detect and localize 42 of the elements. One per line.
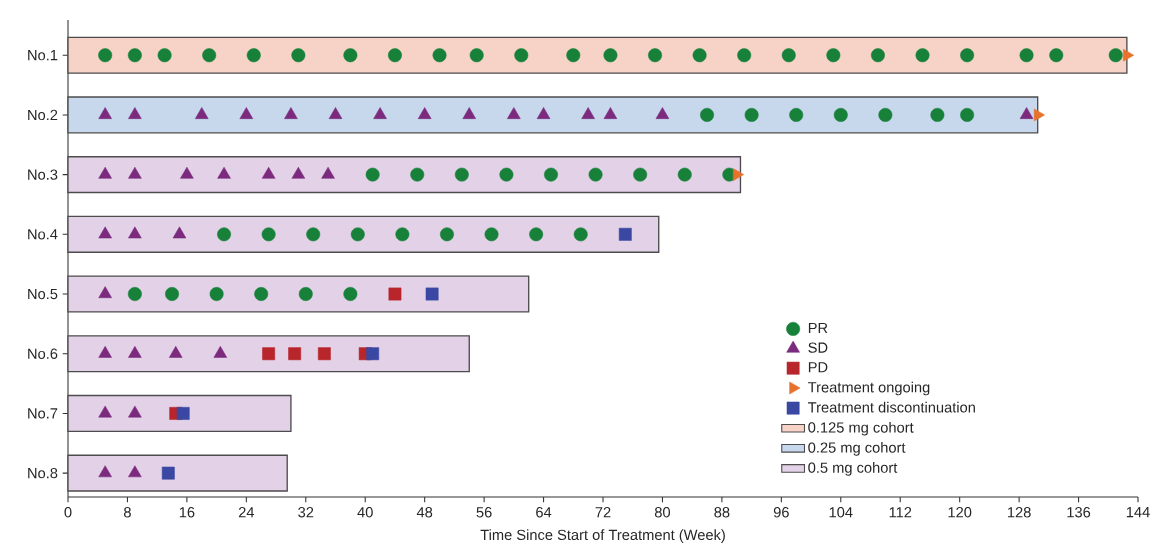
legend-label: Treatment discontinuation	[808, 401, 975, 413]
x-tick-label: 104	[829, 507, 853, 518]
x-tick-label: 40	[357, 507, 373, 518]
bar	[67, 275, 530, 313]
bar	[67, 96, 1039, 134]
x-axis-title: Time Since Start of Treatment (Week)	[480, 529, 725, 543]
legend-label: SD	[808, 342, 828, 353]
x-tick-label: 96	[773, 507, 789, 518]
bar	[67, 454, 288, 492]
x-tick-label: 64	[536, 507, 552, 518]
y-tick-label: No.6	[28, 348, 58, 359]
x-tick-label: 16	[179, 507, 195, 518]
legend-label: Treatment ongoing	[808, 381, 930, 396]
x-tick-label: 8	[124, 507, 131, 518]
x-tick-label: 24	[238, 507, 255, 518]
legend-label: 0.25 mg cohort	[808, 441, 906, 456]
y-tick-label: No.5	[28, 288, 58, 300]
x-tick-label: 0	[64, 507, 72, 518]
bar	[67, 156, 742, 194]
bar	[67, 394, 292, 433]
y-tick-label: No.2	[28, 109, 58, 121]
x-tick-label: 128	[1007, 507, 1031, 518]
y-tick-label: No.7	[28, 408, 58, 419]
x-tick-label: 32	[298, 507, 314, 518]
legend-label: PD	[808, 362, 828, 373]
x-tick-label: 112	[889, 507, 912, 518]
x-tick-label: 88	[714, 507, 730, 518]
legend-label: 0.5 mg cohort	[808, 462, 898, 476]
x-tick-label: 56	[476, 507, 492, 518]
x-tick-label: 144	[1126, 507, 1150, 518]
x-tick-label: 80	[654, 507, 671, 518]
bar	[67, 335, 470, 373]
x-tick-label: 72	[595, 507, 611, 518]
y-tick-label: No.8	[28, 467, 58, 479]
x-tick-label: 48	[416, 507, 433, 518]
legend-label: 0.125 mg cohort	[808, 421, 914, 436]
legend-label: PR	[808, 322, 828, 333]
y-tick-label: No.4	[28, 229, 58, 240]
y-tick-label: No.3	[28, 169, 58, 180]
y-tick-label: No.1	[28, 50, 58, 61]
x-tick-label: 120	[948, 507, 972, 518]
x-tick-label: 136	[1067, 507, 1091, 518]
